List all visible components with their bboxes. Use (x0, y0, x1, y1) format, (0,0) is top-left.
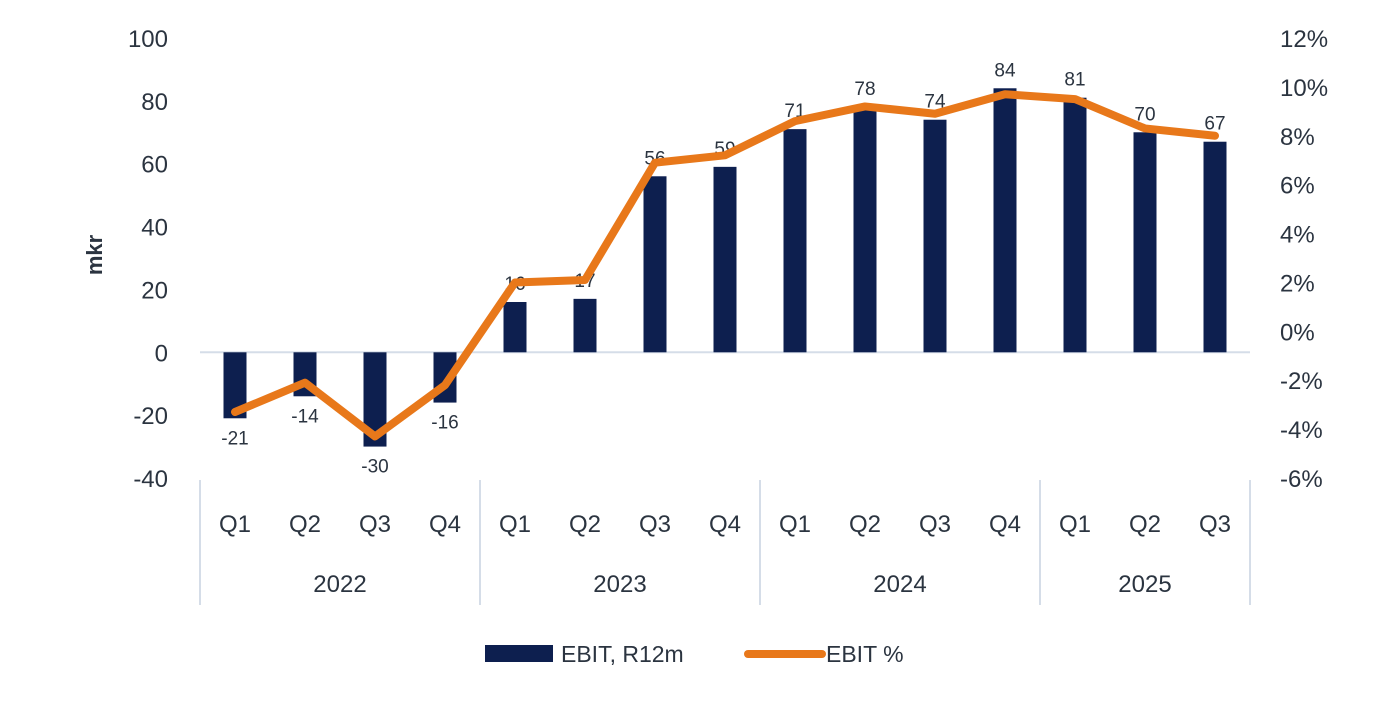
y-tick-label: 80 (141, 89, 168, 116)
y-axis-label: mkr (82, 234, 107, 275)
x-category-label: Q2 (849, 511, 881, 538)
y-tick-label: 60 (141, 152, 168, 179)
y-tick-label: 100 (128, 26, 168, 53)
bar-data-label: 74 (924, 92, 946, 113)
x-category-label: Q1 (499, 511, 531, 538)
bar-data-label: -16 (431, 413, 458, 434)
y2-tick-label: 2% (1280, 270, 1315, 297)
x-category-label: Q3 (639, 511, 671, 538)
y-tick-label: 0 (155, 340, 168, 367)
legend-label-line: EBIT % (826, 641, 904, 667)
bar-data-label: -14 (291, 406, 319, 427)
y2-tick-label: -6% (1280, 466, 1323, 493)
legend-label-bar: EBIT, R12m (561, 641, 684, 667)
bar (853, 107, 877, 353)
bar-series (223, 88, 1227, 447)
x-category-label: Q3 (919, 511, 951, 538)
y-tick-label: -40 (133, 466, 168, 493)
x-category-label: Q3 (359, 511, 391, 538)
x-group-label: 2025 (1118, 571, 1171, 598)
y2-tick-label: -4% (1280, 417, 1323, 444)
bar (643, 176, 667, 353)
x-category-label: Q3 (1199, 511, 1231, 538)
x-category-label: Q4 (709, 511, 741, 538)
bar (573, 298, 597, 353)
bar (503, 302, 527, 353)
y2-tick-label: 10% (1280, 75, 1328, 102)
bar-data-label: -30 (361, 457, 388, 478)
y2-tick-label: 8% (1280, 124, 1315, 151)
x-axis: Q1 Q2 Q3 Q4 Q1 Q2 Q3 Q4 Q1 Q2 Q3 Q4 Q1 Q2 Q3 2022 2023 20… (199, 480, 1251, 605)
x-category-label: Q1 (779, 511, 811, 538)
bar (363, 352, 387, 447)
left-axis-ticks: 100 80 60 40 20 0 -20 -40 (128, 26, 168, 493)
x-category-label: Q2 (569, 511, 601, 538)
bar (993, 88, 1017, 353)
x-category-label: Q1 (219, 511, 251, 538)
bar (713, 166, 737, 353)
bar (1133, 132, 1157, 353)
bar-data-label: 70 (1134, 104, 1155, 125)
x-category-label: Q2 (1129, 511, 1161, 538)
bar (223, 352, 247, 419)
y2-tick-label: 6% (1280, 173, 1315, 200)
legend: EBIT, R12m EBIT % (485, 641, 904, 667)
bar-data-label: 67 (1204, 114, 1225, 135)
bar (1203, 141, 1227, 353)
y-tick-label: 20 (141, 277, 168, 304)
x-group-label: 2023 (593, 571, 646, 598)
x-category-label: Q4 (429, 511, 461, 538)
bar (923, 119, 947, 353)
bar-data-label: 78 (854, 79, 875, 100)
bar (1063, 97, 1087, 353)
y2-tick-label: -2% (1280, 368, 1323, 395)
y2-tick-label: 12% (1280, 26, 1328, 53)
legend-swatch-bar (485, 645, 553, 662)
y-tick-label: 40 (141, 215, 168, 242)
bar-data-label: -21 (221, 428, 248, 449)
y-tick-label: -20 (133, 403, 168, 430)
x-category-label: Q1 (1059, 511, 1091, 538)
ebit-percent-line (231, 90, 1219, 441)
y2-tick-label: 0% (1280, 319, 1315, 346)
x-category-label: Q4 (989, 511, 1021, 538)
x-group-label: 2024 (873, 571, 926, 598)
bar-data-label: 81 (1064, 70, 1085, 91)
right-axis-ticks: 12% 10% 8% 6% 4% 2% 0% -2% -4% -6% (1280, 26, 1328, 493)
bar (783, 129, 807, 353)
x-category-label: Q2 (289, 511, 321, 538)
y2-tick-label: 4% (1280, 222, 1315, 249)
bar-data-label: 84 (994, 60, 1016, 81)
x-group-label: 2022 (313, 571, 366, 598)
